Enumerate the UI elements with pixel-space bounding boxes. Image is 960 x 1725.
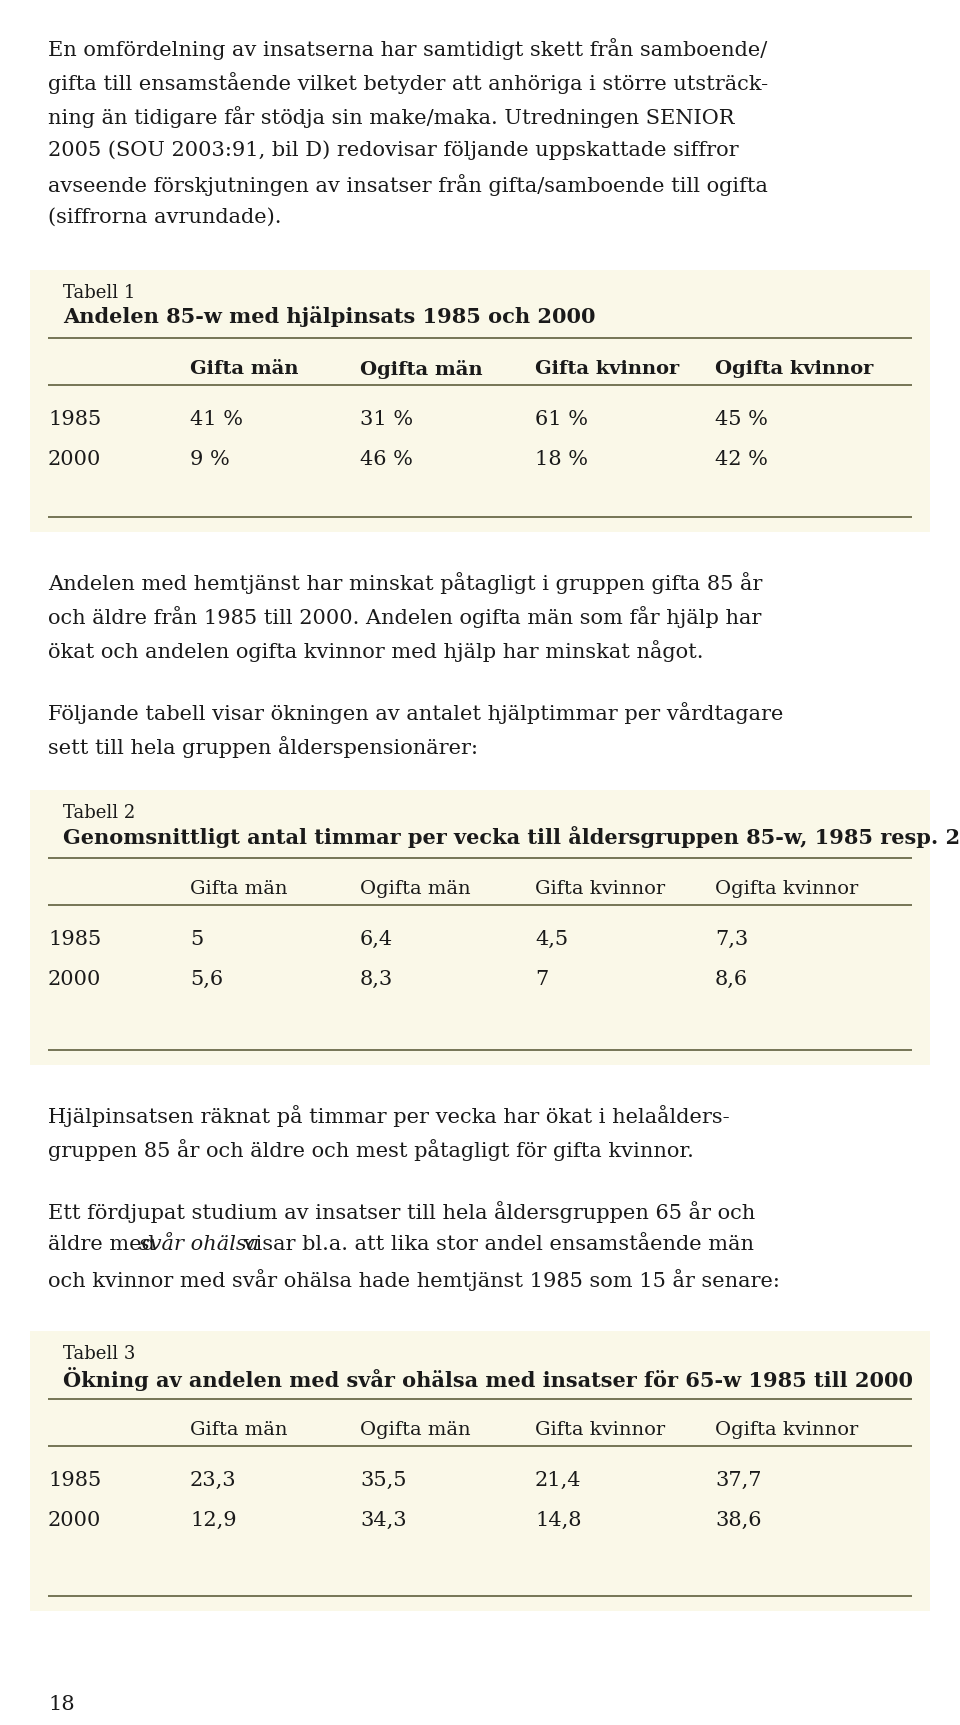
Text: 12,9: 12,9 xyxy=(190,1511,236,1530)
Text: ning än tidigare får stödja sin make/maka. Utredningen SENIOR: ning än tidigare får stödja sin make/mak… xyxy=(48,105,734,128)
Text: Ogifta män: Ogifta män xyxy=(360,361,483,380)
Text: Tabell 2: Tabell 2 xyxy=(63,804,135,823)
Text: Gifta kvinnor: Gifta kvinnor xyxy=(535,1421,665,1439)
Text: 14,8: 14,8 xyxy=(535,1511,582,1530)
Text: 35,5: 35,5 xyxy=(360,1471,406,1490)
Text: 18: 18 xyxy=(48,1696,75,1715)
Text: Genomsnittligt antal timmar per vecka till åldersgruppen 85-w, 1985 resp. 2000: Genomsnittligt antal timmar per vecka ti… xyxy=(63,826,960,849)
Text: 21,4: 21,4 xyxy=(535,1471,582,1490)
Text: 37,7: 37,7 xyxy=(715,1471,761,1490)
Text: Gifta män: Gifta män xyxy=(190,1421,287,1439)
Text: avseende förskjutningen av insatser från gifta/samboende till ogifta: avseende förskjutningen av insatser från… xyxy=(48,174,768,197)
Text: Ogifta kvinnor: Ogifta kvinnor xyxy=(715,880,858,899)
Text: Gifta män: Gifta män xyxy=(190,880,287,899)
Text: gruppen 85 år och äldre och mest påtagligt för gifta kvinnor.: gruppen 85 år och äldre och mest påtagli… xyxy=(48,1138,694,1161)
Text: 9 %: 9 % xyxy=(190,450,229,469)
Text: 2000: 2000 xyxy=(48,969,102,988)
Text: 5,6: 5,6 xyxy=(190,969,223,988)
Text: 5: 5 xyxy=(190,930,204,949)
Text: 46 %: 46 % xyxy=(360,450,413,469)
Text: 61 %: 61 % xyxy=(535,411,588,430)
Text: (siffrorna avrundade).: (siffrorna avrundade). xyxy=(48,209,281,228)
Text: Gifta kvinnor: Gifta kvinnor xyxy=(535,361,680,378)
Text: 7: 7 xyxy=(535,969,548,988)
Text: ökat och andelen ogifta kvinnor med hjälp har minskat något.: ökat och andelen ogifta kvinnor med hjäl… xyxy=(48,640,704,662)
Text: 2005 (SOU 2003:91, bil D) redovisar följande uppskattade siffror: 2005 (SOU 2003:91, bil D) redovisar följ… xyxy=(48,140,738,160)
Bar xyxy=(30,790,930,1064)
Text: sett till hela gruppen ålderspensionärer:: sett till hela gruppen ålderspensionärer… xyxy=(48,737,478,757)
Text: 18 %: 18 % xyxy=(535,450,588,469)
Text: Gifta kvinnor: Gifta kvinnor xyxy=(535,880,665,899)
Text: äldre med: äldre med xyxy=(48,1235,161,1254)
Bar xyxy=(30,271,930,531)
Text: 41 %: 41 % xyxy=(190,411,243,430)
Text: 7,3: 7,3 xyxy=(715,930,748,949)
Text: 2000: 2000 xyxy=(48,450,102,469)
Text: visar bl.a. att lika stor andel ensamstående män: visar bl.a. att lika stor andel ensamstå… xyxy=(237,1235,754,1254)
Text: Ett fördjupat studium av insatser till hela åldersgruppen 65 år och: Ett fördjupat studium av insatser till h… xyxy=(48,1201,756,1223)
Text: Ogifta kvinnor: Ogifta kvinnor xyxy=(715,361,874,378)
Text: Andelen 85-w med hjälpinsats 1985 och 2000: Andelen 85-w med hjälpinsats 1985 och 20… xyxy=(63,305,595,328)
Text: 4,5: 4,5 xyxy=(535,930,568,949)
Text: Tabell 3: Tabell 3 xyxy=(63,1346,135,1363)
Text: En omfördelning av insatserna har samtidigt skett från samboende/: En omfördelning av insatserna har samtid… xyxy=(48,38,767,60)
Text: och äldre från 1985 till 2000. Andelen ogifta män som får hjälp har: och äldre från 1985 till 2000. Andelen o… xyxy=(48,605,761,628)
Text: 23,3: 23,3 xyxy=(190,1471,236,1490)
Text: 45 %: 45 % xyxy=(715,411,768,430)
Text: svår ohälsa: svår ohälsa xyxy=(139,1235,259,1254)
Text: Följande tabell visar ökningen av antalet hjälptimmar per vårdtagare: Följande tabell visar ökningen av antale… xyxy=(48,702,783,724)
Text: Hjälpinsatsen räknat på timmar per vecka har ökat i helaålders-: Hjälpinsatsen räknat på timmar per vecka… xyxy=(48,1106,730,1126)
Text: 8,6: 8,6 xyxy=(715,969,748,988)
Text: 1985: 1985 xyxy=(48,411,101,430)
Text: 1985: 1985 xyxy=(48,1471,101,1490)
Text: 2000: 2000 xyxy=(48,1511,102,1530)
Text: Tabell 1: Tabell 1 xyxy=(63,285,135,302)
Text: 34,3: 34,3 xyxy=(360,1511,407,1530)
Text: och kvinnor med svår ohälsa hade hemtjänst 1985 som 15 år senare:: och kvinnor med svår ohälsa hade hemtjän… xyxy=(48,1270,780,1290)
Text: Andelen med hemtjänst har minskat påtagligt i gruppen gifta 85 år: Andelen med hemtjänst har minskat påtagl… xyxy=(48,573,762,593)
Text: Ogifta kvinnor: Ogifta kvinnor xyxy=(715,1421,858,1439)
Bar xyxy=(30,1332,930,1611)
Text: Ogifta män: Ogifta män xyxy=(360,880,470,899)
Text: 8,3: 8,3 xyxy=(360,969,394,988)
Text: gifta till ensamstående vilket betyder att anhöriga i större utsträck-: gifta till ensamstående vilket betyder a… xyxy=(48,72,768,93)
Text: 38,6: 38,6 xyxy=(715,1511,761,1530)
Text: 6,4: 6,4 xyxy=(360,930,394,949)
Text: Ökning av andelen med svår ohälsa med insatser för 65-w 1985 till 2000: Ökning av andelen med svår ohälsa med in… xyxy=(63,1366,913,1390)
Text: 31 %: 31 % xyxy=(360,411,413,430)
Text: Ogifta män: Ogifta män xyxy=(360,1421,470,1439)
Text: 1985: 1985 xyxy=(48,930,101,949)
Text: Gifta män: Gifta män xyxy=(190,361,299,378)
Text: 42 %: 42 % xyxy=(715,450,768,469)
